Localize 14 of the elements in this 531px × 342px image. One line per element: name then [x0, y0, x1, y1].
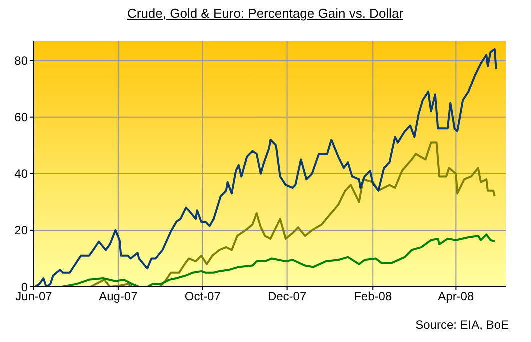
x-tick-label: Aug-07 [99, 290, 138, 304]
line-series [60, 234, 496, 287]
source-note: Source: EIA, BoE [416, 318, 509, 332]
y-tick-label: 80 [14, 54, 28, 68]
chart-title: Crude, Gold & Euro: Percentage Gain vs. Dollar [126, 6, 405, 21]
y-tick-label: 60 [14, 110, 28, 125]
y-tick-label: 0 [21, 280, 28, 294]
x-tick-label: Feb-08 [354, 290, 392, 304]
x-tick-label: Apr-08 [438, 290, 474, 304]
y-tick-label: 40 [14, 167, 28, 182]
line-series [34, 48, 498, 287]
x-tick-label: Dec-07 [268, 290, 307, 304]
x-tick-label: Oct-07 [184, 290, 222, 304]
y-tick-label: 20 [14, 224, 28, 238]
